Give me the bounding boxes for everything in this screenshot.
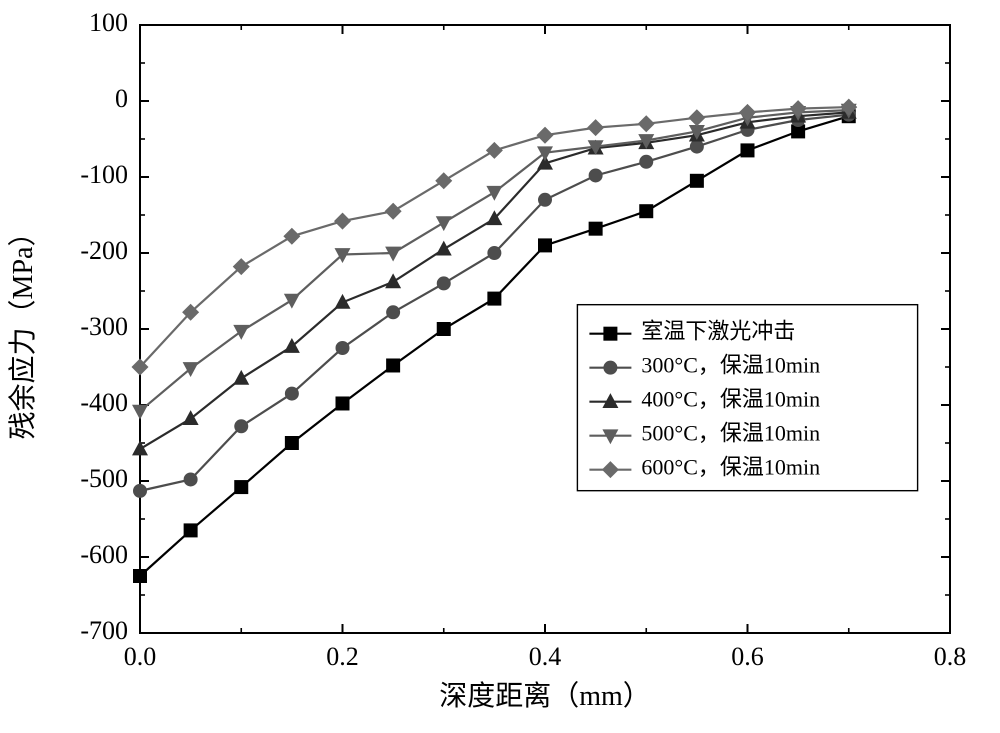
svg-text:100: 100 [89,8,128,37]
svg-text:-600: -600 [80,540,128,569]
svg-text:0.2: 0.2 [326,642,359,671]
svg-text:室温下激光冲击: 室温下激光冲击 [641,319,795,344]
svg-text:-400: -400 [80,388,128,417]
svg-text:300°C，保温10min: 300°C，保温10min [641,353,820,378]
svg-text:600°C，保温10min: 600°C，保温10min [641,455,820,480]
svg-text:-700: -700 [80,616,128,645]
residual-stress-chart: -700 -600 -500 -400 -300 -200 -100 0 100 0.0 0.2 0.… [0,0,1000,733]
svg-text:残余应力（MPa）: 残余应力（MPa） [7,219,39,440]
svg-text:-200: -200 [80,236,128,265]
svg-text:-300: -300 [80,312,128,341]
svg-text:0: 0 [115,84,128,113]
svg-text:500°C，保温10min: 500°C，保温10min [641,421,820,446]
svg-text:0.4: 0.4 [529,642,562,671]
svg-text:0.0: 0.0 [124,642,157,671]
legend: 室温下激光冲击 300°C，保温10min 400°C，保温10min 500°C，保… [577,305,917,491]
svg-text:深度距离（mm）: 深度距离（mm） [439,680,651,712]
chart-container: -700 -600 -500 -400 -300 -200 -100 0 100 0.0 0.2 0.… [0,0,1000,733]
svg-text:-500: -500 [80,464,128,493]
svg-text:400°C，保温10min: 400°C，保温10min [641,387,820,412]
svg-text:0.8: 0.8 [934,642,967,671]
svg-text:-100: -100 [80,160,128,189]
svg-text:0.6: 0.6 [731,642,764,671]
